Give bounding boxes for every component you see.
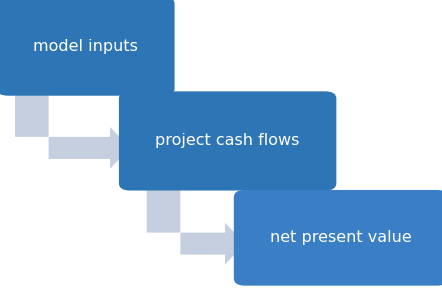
Text: model inputs: model inputs: [33, 39, 138, 54]
Polygon shape: [147, 183, 245, 264]
FancyBboxPatch shape: [119, 91, 336, 191]
FancyBboxPatch shape: [234, 190, 442, 286]
Text: project cash flows: project cash flows: [156, 133, 300, 148]
FancyBboxPatch shape: [0, 0, 175, 96]
Text: net present value: net present value: [270, 230, 412, 245]
Polygon shape: [15, 88, 130, 169]
